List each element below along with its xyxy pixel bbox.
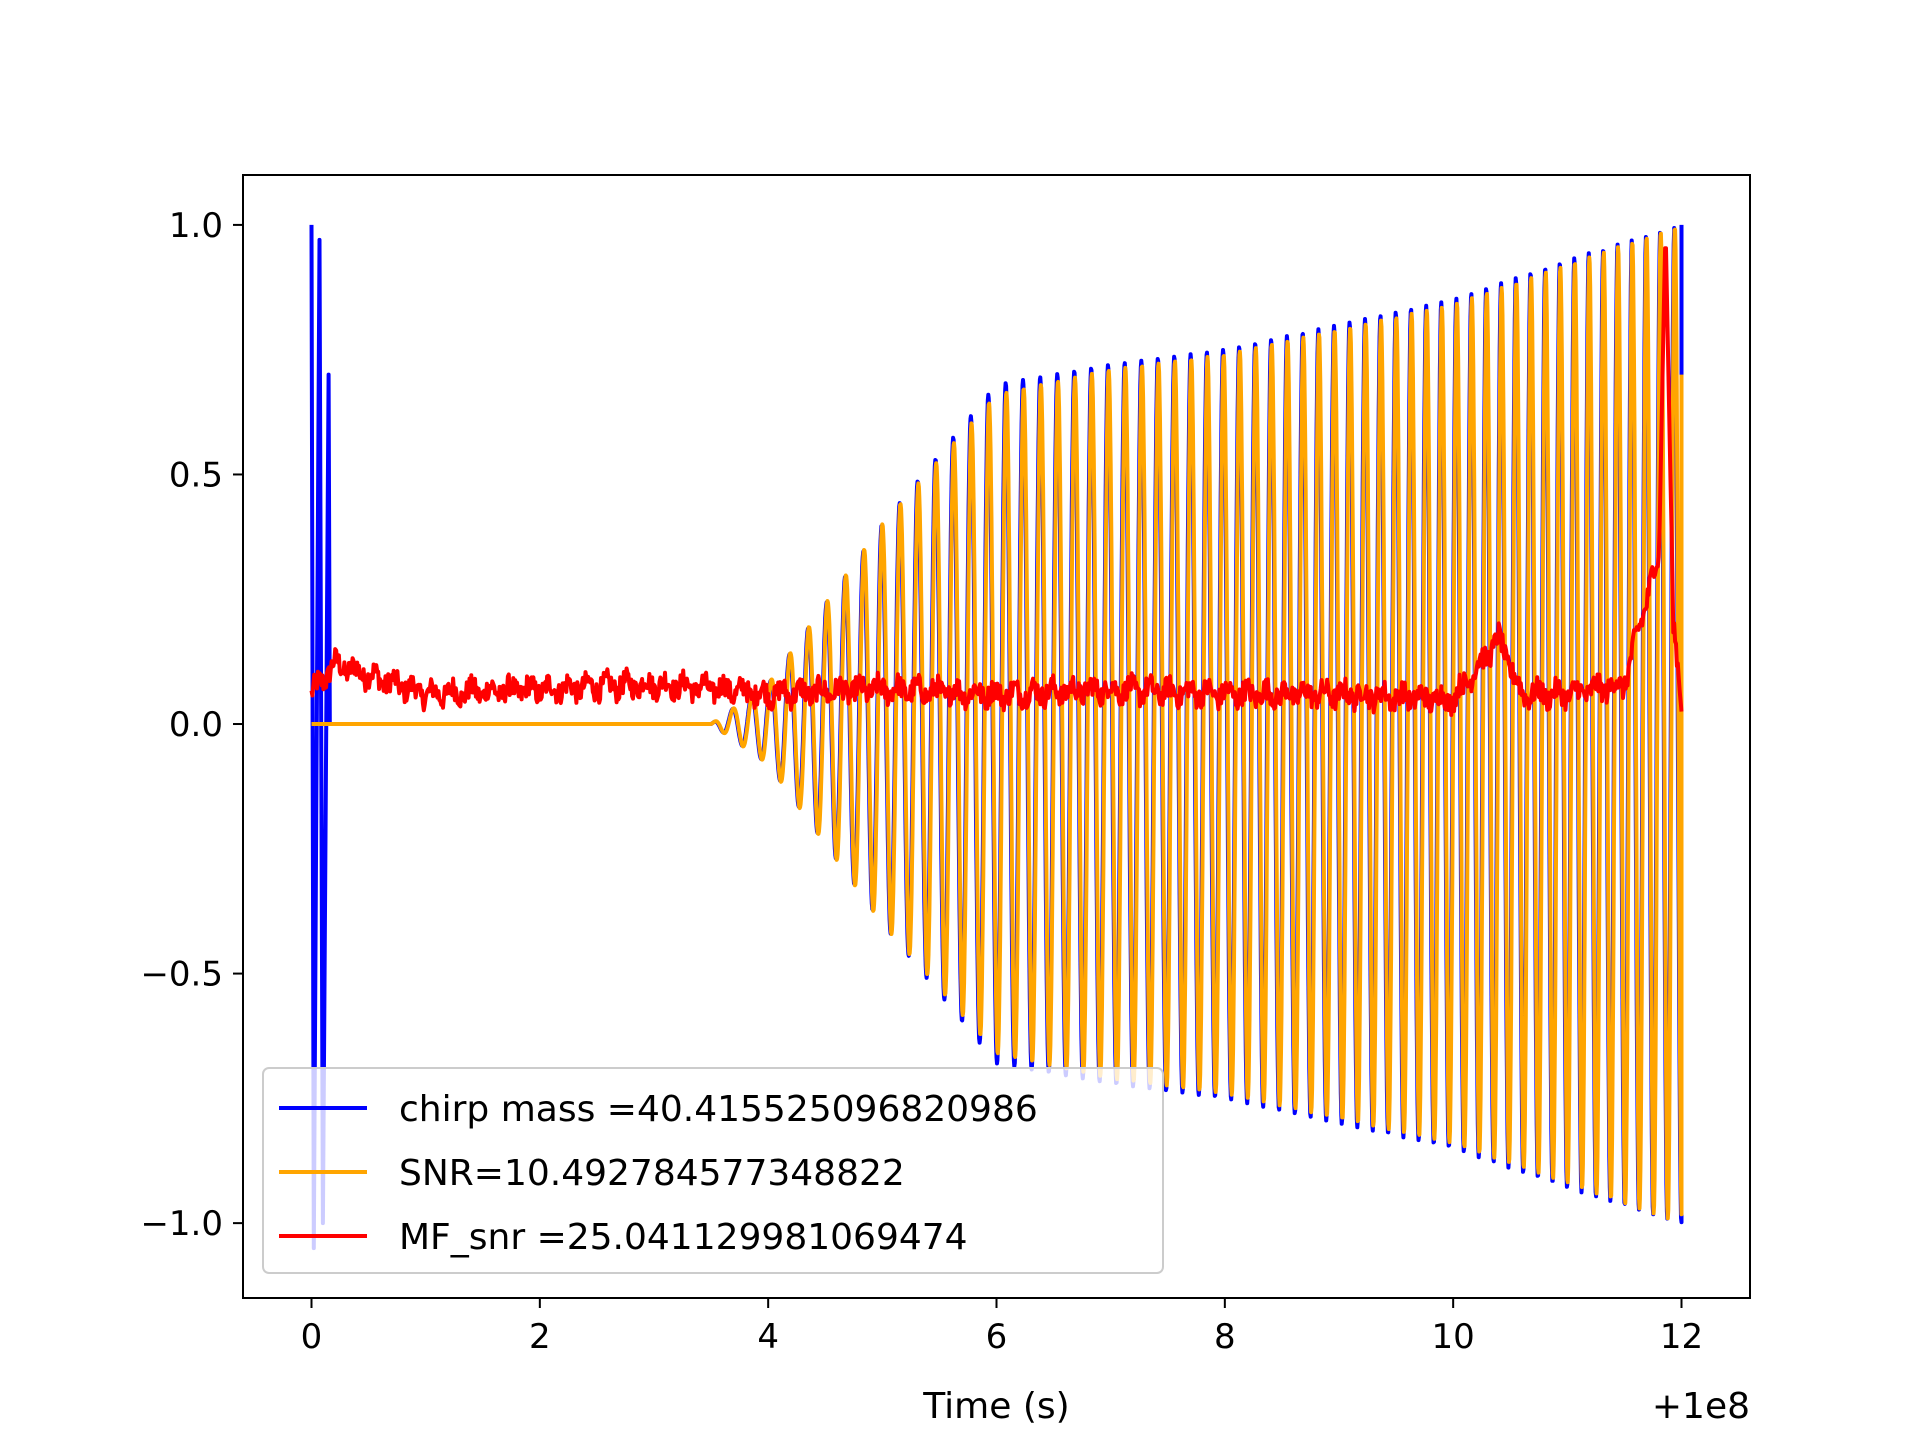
legend-box <box>262 1067 1164 1274</box>
x-axis-label: Time (s) <box>922 1386 1069 1427</box>
y-tick-label: −1.0 <box>140 1204 223 1244</box>
legend-label: chirp mass =40.415525096820986 <box>399 1089 1038 1130</box>
x-tick-label: 10 <box>1432 1317 1475 1357</box>
series-line-snr <box>310 227 1684 1221</box>
series-line-mf-snr <box>309 246 1684 717</box>
y-tick-label: −0.5 <box>140 955 223 995</box>
axes: 0 2 4 6 8 10 12 1.0 0.5 0.0 −0.5 −1.0 <box>140 174 1751 1357</box>
y-tick-label: 0.5 <box>169 455 223 495</box>
series-group <box>309 224 1684 1251</box>
x-tick-label: 2 <box>529 1317 551 1357</box>
legend: chirp mass =40.415525096820986 SNR=10.492… <box>262 1067 1164 1274</box>
x-axis-offset-label: +1e8 <box>1652 1386 1750 1427</box>
x-tick-label: 12 <box>1660 1317 1703 1357</box>
plot-area <box>309 224 1684 1251</box>
legend-label: MF_snr =25.041129981069474 <box>399 1217 968 1258</box>
x-tick-label: 4 <box>757 1317 779 1357</box>
legend-label: SNR=10.492784577348822 <box>399 1153 905 1194</box>
x-tick-label: 0 <box>301 1317 323 1357</box>
x-tick-label: 8 <box>1214 1317 1236 1357</box>
y-tick-label: 0.0 <box>169 705 223 745</box>
x-tick-label: 6 <box>986 1317 1008 1357</box>
y-tick-label: 1.0 <box>169 206 223 246</box>
